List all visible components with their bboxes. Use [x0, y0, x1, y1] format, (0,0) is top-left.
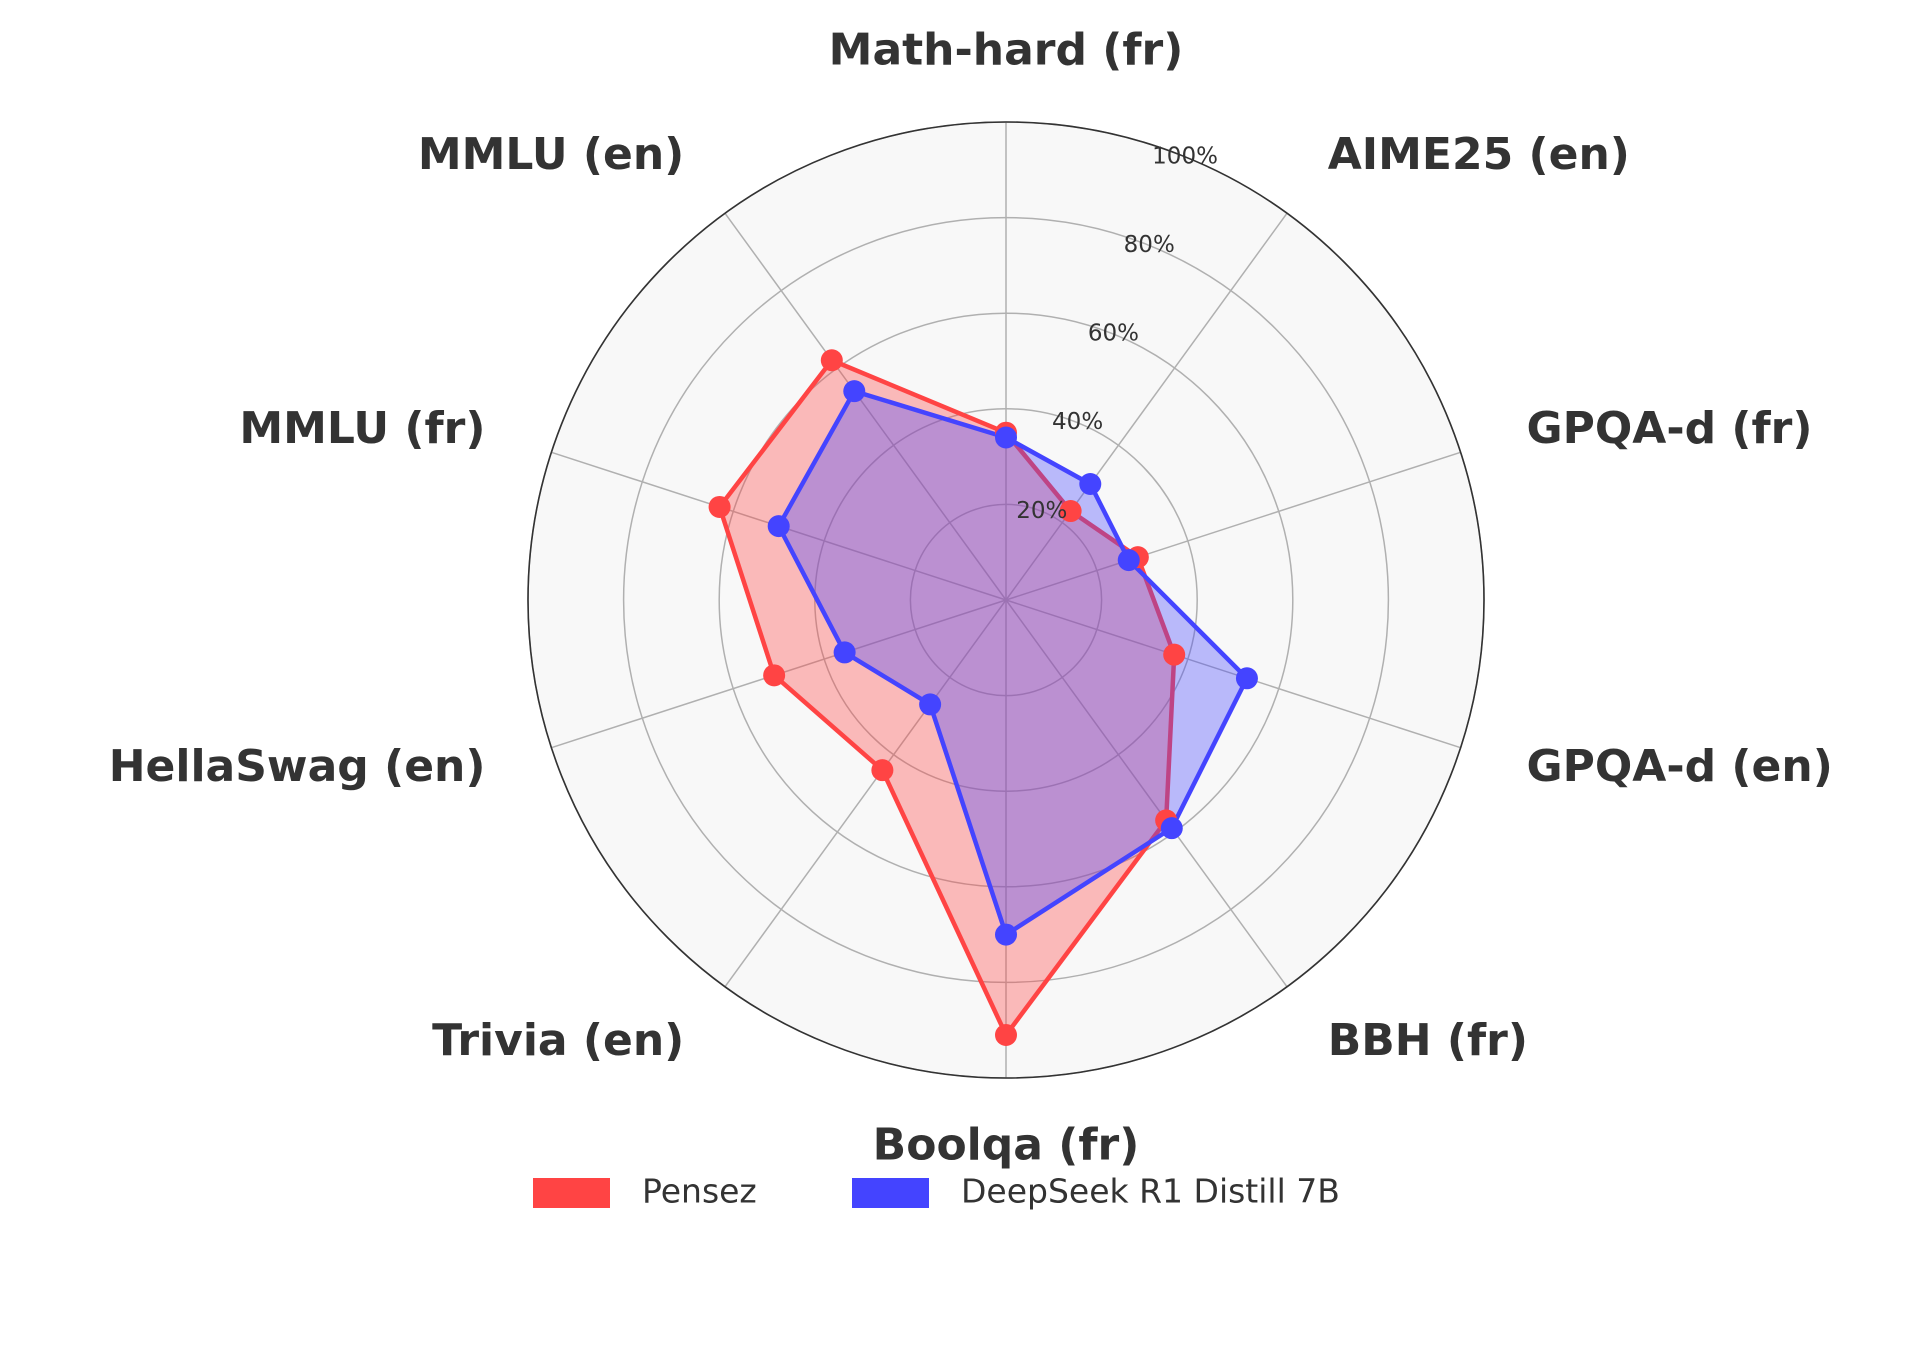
category-label: Boolqa (fr) [873, 1119, 1140, 1170]
data-point [833, 641, 856, 664]
legend-swatch [533, 1178, 610, 1208]
data-point [1235, 667, 1258, 690]
legend-swatch [852, 1178, 929, 1208]
data-point [919, 693, 942, 716]
plot-border [527, 121, 1485, 1079]
data-point [1059, 500, 1082, 523]
legend-label: Pensez [642, 1172, 757, 1211]
data-point [995, 1023, 1017, 1046]
category-label: Math-hard (fr) [829, 25, 1184, 76]
data-point [708, 495, 731, 518]
data-point [995, 426, 1017, 449]
y-tick-label: 40% [1052, 409, 1103, 435]
data-point [843, 380, 866, 403]
y-tick-label: 60% [1088, 321, 1139, 347]
data-point [763, 664, 786, 687]
data-point [767, 515, 790, 538]
data-point [995, 923, 1017, 946]
category-label: GPQA-d (en) [1527, 741, 1833, 792]
category-label: AIME25 (en) [1328, 129, 1630, 180]
legend-label: DeepSeek R1 Distill 7B [961, 1172, 1340, 1211]
data-point [820, 349, 843, 372]
y-tick-label: 20% [1016, 498, 1067, 524]
data-point [1117, 549, 1140, 572]
spoke [1005, 212, 1288, 601]
category-label: HellaSwag (en) [109, 741, 486, 792]
spoke [1005, 599, 1461, 749]
data-point [1079, 472, 1102, 495]
data-point [871, 759, 894, 782]
spoke [724, 599, 1007, 988]
data-point [1163, 643, 1186, 666]
category-label: MMLU (en) [418, 129, 684, 180]
data-point [1160, 817, 1183, 840]
category-label: Trivia (en) [432, 1015, 684, 1066]
spoke [1005, 599, 1288, 988]
category-label: MMLU (fr) [239, 403, 485, 454]
category-label: BBH (fr) [1328, 1015, 1528, 1066]
spoke [1005, 451, 1461, 601]
y-tick-label: 100% [1152, 143, 1218, 169]
y-tick-label: 80% [1124, 232, 1175, 258]
spoke [724, 212, 1007, 601]
category-label: GPQA-d (fr) [1527, 403, 1813, 454]
